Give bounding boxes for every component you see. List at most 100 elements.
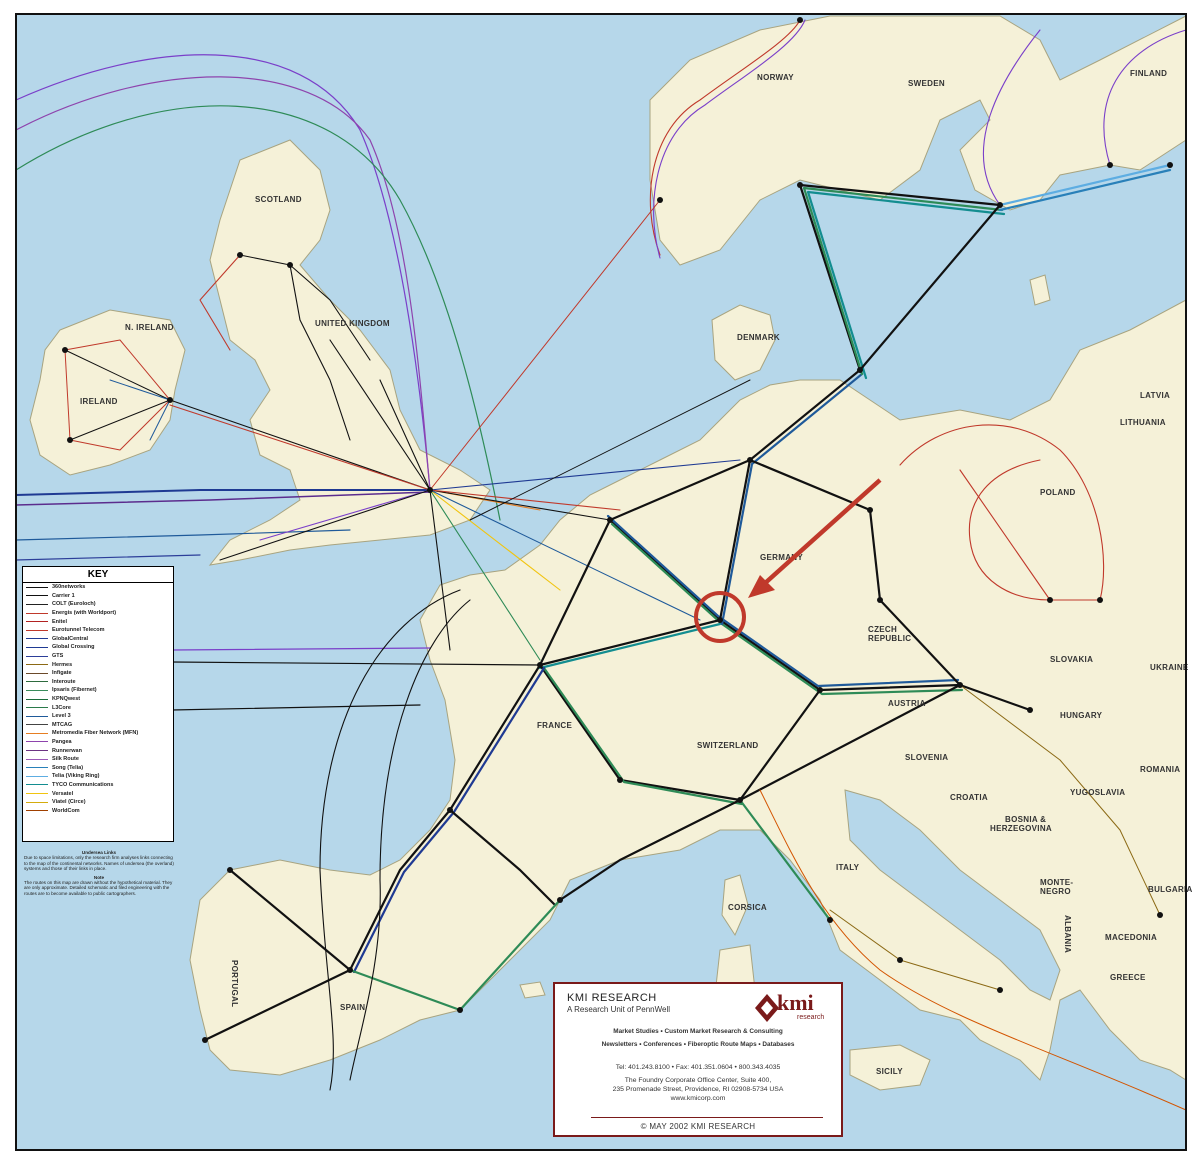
label-greece: GREECE [1110,973,1146,982]
poland-network [899,424,1105,601]
label-macedonia: MACEDONIA [1105,933,1157,942]
kmi-phone: Tel: 401.243.8100 • Fax: 401.351.0604 • … [615,1064,781,1071]
legend-label: Carrier 1 [52,592,75,599]
label-ireland: IRELAND [80,397,118,406]
kmi-address-1: The Foundry Corporate Office Center, Sui… [624,1077,772,1084]
kmi-subtitle: A Research Unit of PennWell [567,1005,671,1014]
kmi-logo: kmi research [755,990,824,1022]
label-finland: FINLAND [1130,69,1167,78]
legend-label: MTCAG [52,721,73,728]
legend-label: Viatel (Circe) [52,799,86,806]
hermes-route [959,684,1161,916]
legend-label: TYCO Communications [52,781,114,788]
transatlantic-cable [171,661,541,666]
kmi-website[interactable]: www.kmicorp.com [670,1095,726,1102]
label-corsica: CORSICA [728,903,767,912]
label-scotland: SCOTLAND [255,195,302,204]
legend-swatch [26,767,48,769]
kmi-company-name: KMI RESEARCH [567,992,657,1004]
italy-route [759,789,1187,1111]
label-slovenia: SLOVENIA [905,753,948,762]
legend-swatch [26,672,48,674]
city-nodes [62,17,1173,1043]
denmark [711,304,776,381]
legend-item: Eurotunnel Telecom [23,626,173,635]
legend-swatch [26,586,48,588]
legend-item: Interoute [23,678,173,687]
legend-item: L3Core [23,703,173,712]
legend-item: Silk Route [23,755,173,764]
transatlantic-cable [171,704,421,711]
label-hungary: HUNGARY [1060,711,1103,720]
legend-swatch [26,629,48,631]
legend-item: KPNQwest [23,695,173,704]
uk-hub [169,254,741,661]
legend-item: COLT (Euroloch) [23,600,173,609]
kmi-services-1: Market Studies • Custom Market Research … [613,1028,783,1035]
kmi-address-2: 235 Promenade Street, Providence, RI 029… [612,1086,784,1093]
label-portugal: PORTUGAL [230,960,239,1007]
highlight-arrow [761,478,882,587]
norway-loop [649,19,801,256]
legend-swatch [26,715,48,717]
kmi-divider [591,1117,823,1118]
highlight-arrowhead [748,575,775,598]
legend-swatch [26,724,48,726]
legend-item: Metromedia Fiber Network (MFN) [23,729,173,738]
legend-rows: 360networks Carrier 1 COLT (Euroloch) Energ… [23,583,173,815]
highlight-annotation [694,478,882,643]
kmi-logo-subtext: research [797,1014,824,1021]
notes-body-undersea: Due to space limitations, only the resea… [24,855,174,872]
label-lithuania: LITHUANIA [1120,418,1166,427]
notes-title-undersea: Undersea Links [81,850,117,855]
kmi-copyright: © MAY 2002 KMI RESEARCH [640,1122,756,1131]
corsica [721,874,749,937]
label-negro: NEGRO [1040,887,1071,896]
label-italy: ITALY [836,863,860,872]
legend-swatch [26,655,48,657]
legend-label: Versatel [52,790,74,797]
legend-swatch [26,621,48,623]
legend-item: Runnerwan [23,746,173,755]
label-ukraine: UKRAINE [1150,663,1189,672]
label-yugoslavia: YUGOSLAVIA [1070,788,1125,797]
legend-item: Level 3 [23,712,173,721]
legend-item: Viatel (Circe) [23,798,173,807]
label-bosnia: BOSNIA & [1005,815,1046,824]
legend-label: Song (Telia) [52,764,84,771]
legend-swatch [26,681,48,683]
label-montenegro: MONTE- [1040,878,1073,887]
map-frame [15,13,1187,1151]
label-austria: AUSTRIA [888,699,926,708]
legend-item: Ipsaris (Fibernet) [23,686,173,695]
legend-label: Telia (Viking Ring) [52,773,100,780]
sweden-loop [982,29,1041,206]
kmi-services-2: Newsletters • Conferences • Fiberoptic R… [601,1041,795,1048]
legend-label: WorldCom [52,807,80,814]
transatlantic-cable [15,489,431,496]
transatlantic-cable [15,54,431,491]
label-romania: ROMANIA [1140,765,1180,774]
label-spain: SPAIN [340,1003,365,1012]
legend-item: TYCO Communications [23,781,173,790]
legend-label: GlobalCentral [52,635,89,642]
legend-item: GlobalCentral [23,635,173,644]
label-n-ireland: N. IRELAND [125,323,174,332]
legend-label: Pangea [52,738,72,745]
label-herzegovina: HERZEGOVINA [990,824,1052,833]
legend-swatch [26,775,48,777]
transatlantic-cable [15,554,201,561]
legend-label: Silk Route [52,756,79,763]
legend-item: Carrier 1 [23,592,173,601]
label-czech: CZECH [868,625,897,634]
label-poland: POLAND [1040,488,1076,497]
legend-item: Global Crossing [23,643,173,652]
atlantic-spain [349,599,471,1081]
legend-label: Ipsaris (Fibernet) [52,687,97,694]
transatlantic-cable [15,529,351,541]
legend-item: Enitel [23,617,173,626]
label-sicily: SICILY [876,1067,903,1076]
label-uk: UNITED KINGDOM [315,319,390,328]
label-france: FRANCE [537,721,572,730]
